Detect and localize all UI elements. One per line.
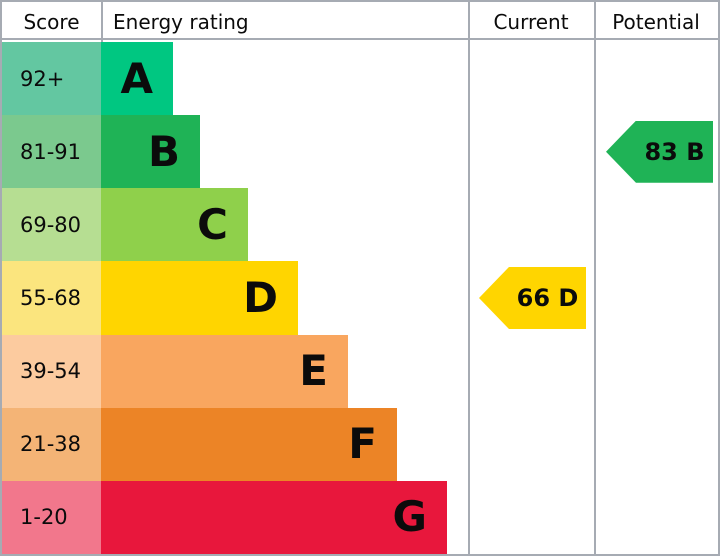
band-score-range: 55-68 bbox=[20, 285, 82, 310]
current-column-cell bbox=[468, 188, 594, 261]
band-score-range: 92+ bbox=[20, 66, 65, 91]
current-column-cell bbox=[468, 335, 594, 408]
band-bar: C bbox=[101, 188, 248, 262]
column-divider bbox=[594, 2, 596, 554]
band-row: 39-54 E bbox=[2, 334, 718, 408]
current-column-cell bbox=[468, 408, 594, 481]
band-row: 55-68 D 66 D bbox=[2, 261, 718, 335]
band-row: 21-38 F bbox=[2, 407, 718, 481]
band-letter: C bbox=[197, 199, 228, 249]
band-score-range: 81-91 bbox=[20, 139, 82, 164]
band-score-range: 69-80 bbox=[20, 212, 82, 237]
band-letter: B bbox=[147, 126, 180, 176]
current-column-cell bbox=[468, 115, 594, 188]
band-row: 92+ A bbox=[2, 42, 718, 116]
bands-area: 92+ A 81-91 B 83 B 69-80 C 55-68 D bbox=[2, 42, 718, 554]
band-bar: E bbox=[101, 334, 348, 408]
band-score-cell: 39-54 bbox=[2, 334, 101, 408]
band-letter: A bbox=[120, 53, 153, 103]
potential-rating-arrow: 83 B bbox=[606, 120, 713, 183]
potential-column-cell bbox=[594, 261, 718, 334]
band-bar: G bbox=[101, 480, 447, 554]
header-score: Score bbox=[23, 10, 80, 34]
band-row: 1-20 G bbox=[2, 480, 718, 554]
band-score-range: 21-38 bbox=[20, 432, 82, 457]
band-bar: A bbox=[101, 42, 173, 116]
band-score-range: 1-20 bbox=[20, 505, 68, 530]
band-score-cell: 55-68 bbox=[2, 261, 101, 335]
header-energy-rating: Energy rating bbox=[113, 10, 249, 34]
band-bar: F bbox=[101, 407, 397, 481]
potential-column-cell bbox=[594, 408, 718, 481]
potential-column-cell bbox=[594, 188, 718, 261]
band-bar: D bbox=[101, 261, 298, 335]
band-score-cell: 1-20 bbox=[2, 480, 101, 554]
band-row: 81-91 B 83 B bbox=[2, 115, 718, 189]
header-current: Current bbox=[493, 10, 569, 34]
band-row: 69-80 C bbox=[2, 188, 718, 262]
band-score-cell: 69-80 bbox=[2, 188, 101, 262]
potential-column-cell bbox=[594, 481, 718, 554]
current-column-cell bbox=[468, 42, 594, 115]
potential-column-cell bbox=[594, 42, 718, 115]
band-score-cell: 21-38 bbox=[2, 407, 101, 481]
band-score-cell: 81-91 bbox=[2, 115, 101, 189]
band-letter: D bbox=[243, 272, 278, 322]
current-rating-arrow: 66 D bbox=[479, 266, 586, 329]
band-letter: G bbox=[392, 492, 427, 542]
band-bar: B bbox=[101, 115, 200, 189]
band-letter: E bbox=[299, 346, 328, 396]
arrow-label: 66 D bbox=[516, 283, 579, 312]
band-score-range: 39-54 bbox=[20, 359, 82, 384]
potential-column-cell bbox=[594, 335, 718, 408]
band-score-cell: 92+ bbox=[2, 42, 101, 116]
current-column-cell bbox=[468, 481, 594, 554]
header-potential: Potential bbox=[612, 10, 700, 34]
current-column-cell: 66 D bbox=[468, 261, 594, 334]
band-letter: F bbox=[348, 419, 377, 469]
chart-header: Score Energy rating Current Potential bbox=[2, 2, 718, 40]
column-divider bbox=[468, 2, 470, 554]
arrow-label: 83 B bbox=[644, 137, 705, 166]
potential-column-cell: 83 B bbox=[594, 115, 718, 188]
